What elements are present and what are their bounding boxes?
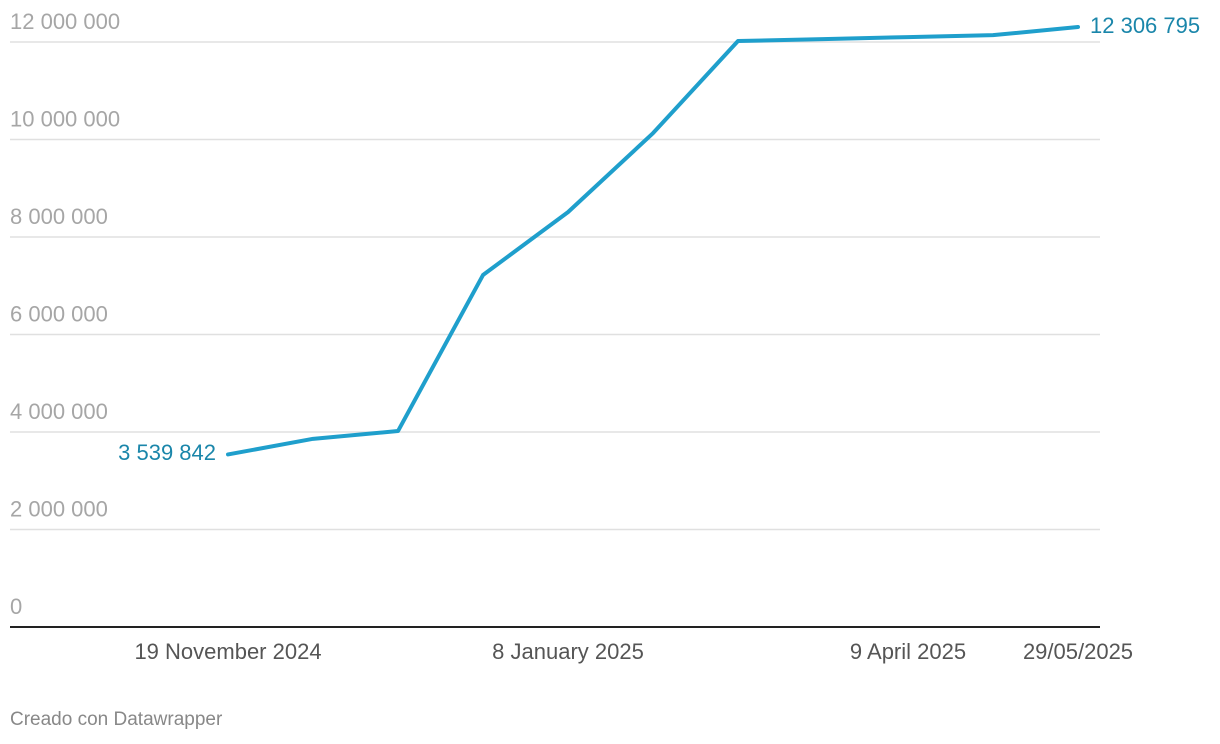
y-tick-label: 2 000 000 — [10, 496, 108, 521]
y-tick-label: 0 — [10, 594, 22, 619]
x-tick-label: 9 April 2025 — [850, 639, 966, 664]
y-tick-label: 8 000 000 — [10, 204, 108, 229]
value-label: 3 539 842 — [118, 440, 216, 465]
x-tick-label: 19 November 2024 — [134, 639, 321, 664]
credit: Creado con Datawrapper — [10, 709, 223, 730]
line — [226, 25, 1080, 457]
value-label: 12 306 795 — [1090, 13, 1200, 38]
y-tick-label: 6 000 000 — [10, 301, 108, 326]
x-tick-label: 29/05/2025 — [1023, 639, 1133, 664]
y-tick-label: 10 000 000 — [10, 106, 120, 131]
y-tick-label: 12 000 000 — [10, 9, 120, 34]
y-tick-label: 4 000 000 — [10, 399, 108, 424]
x-tick-label: 8 January 2025 — [492, 639, 644, 664]
